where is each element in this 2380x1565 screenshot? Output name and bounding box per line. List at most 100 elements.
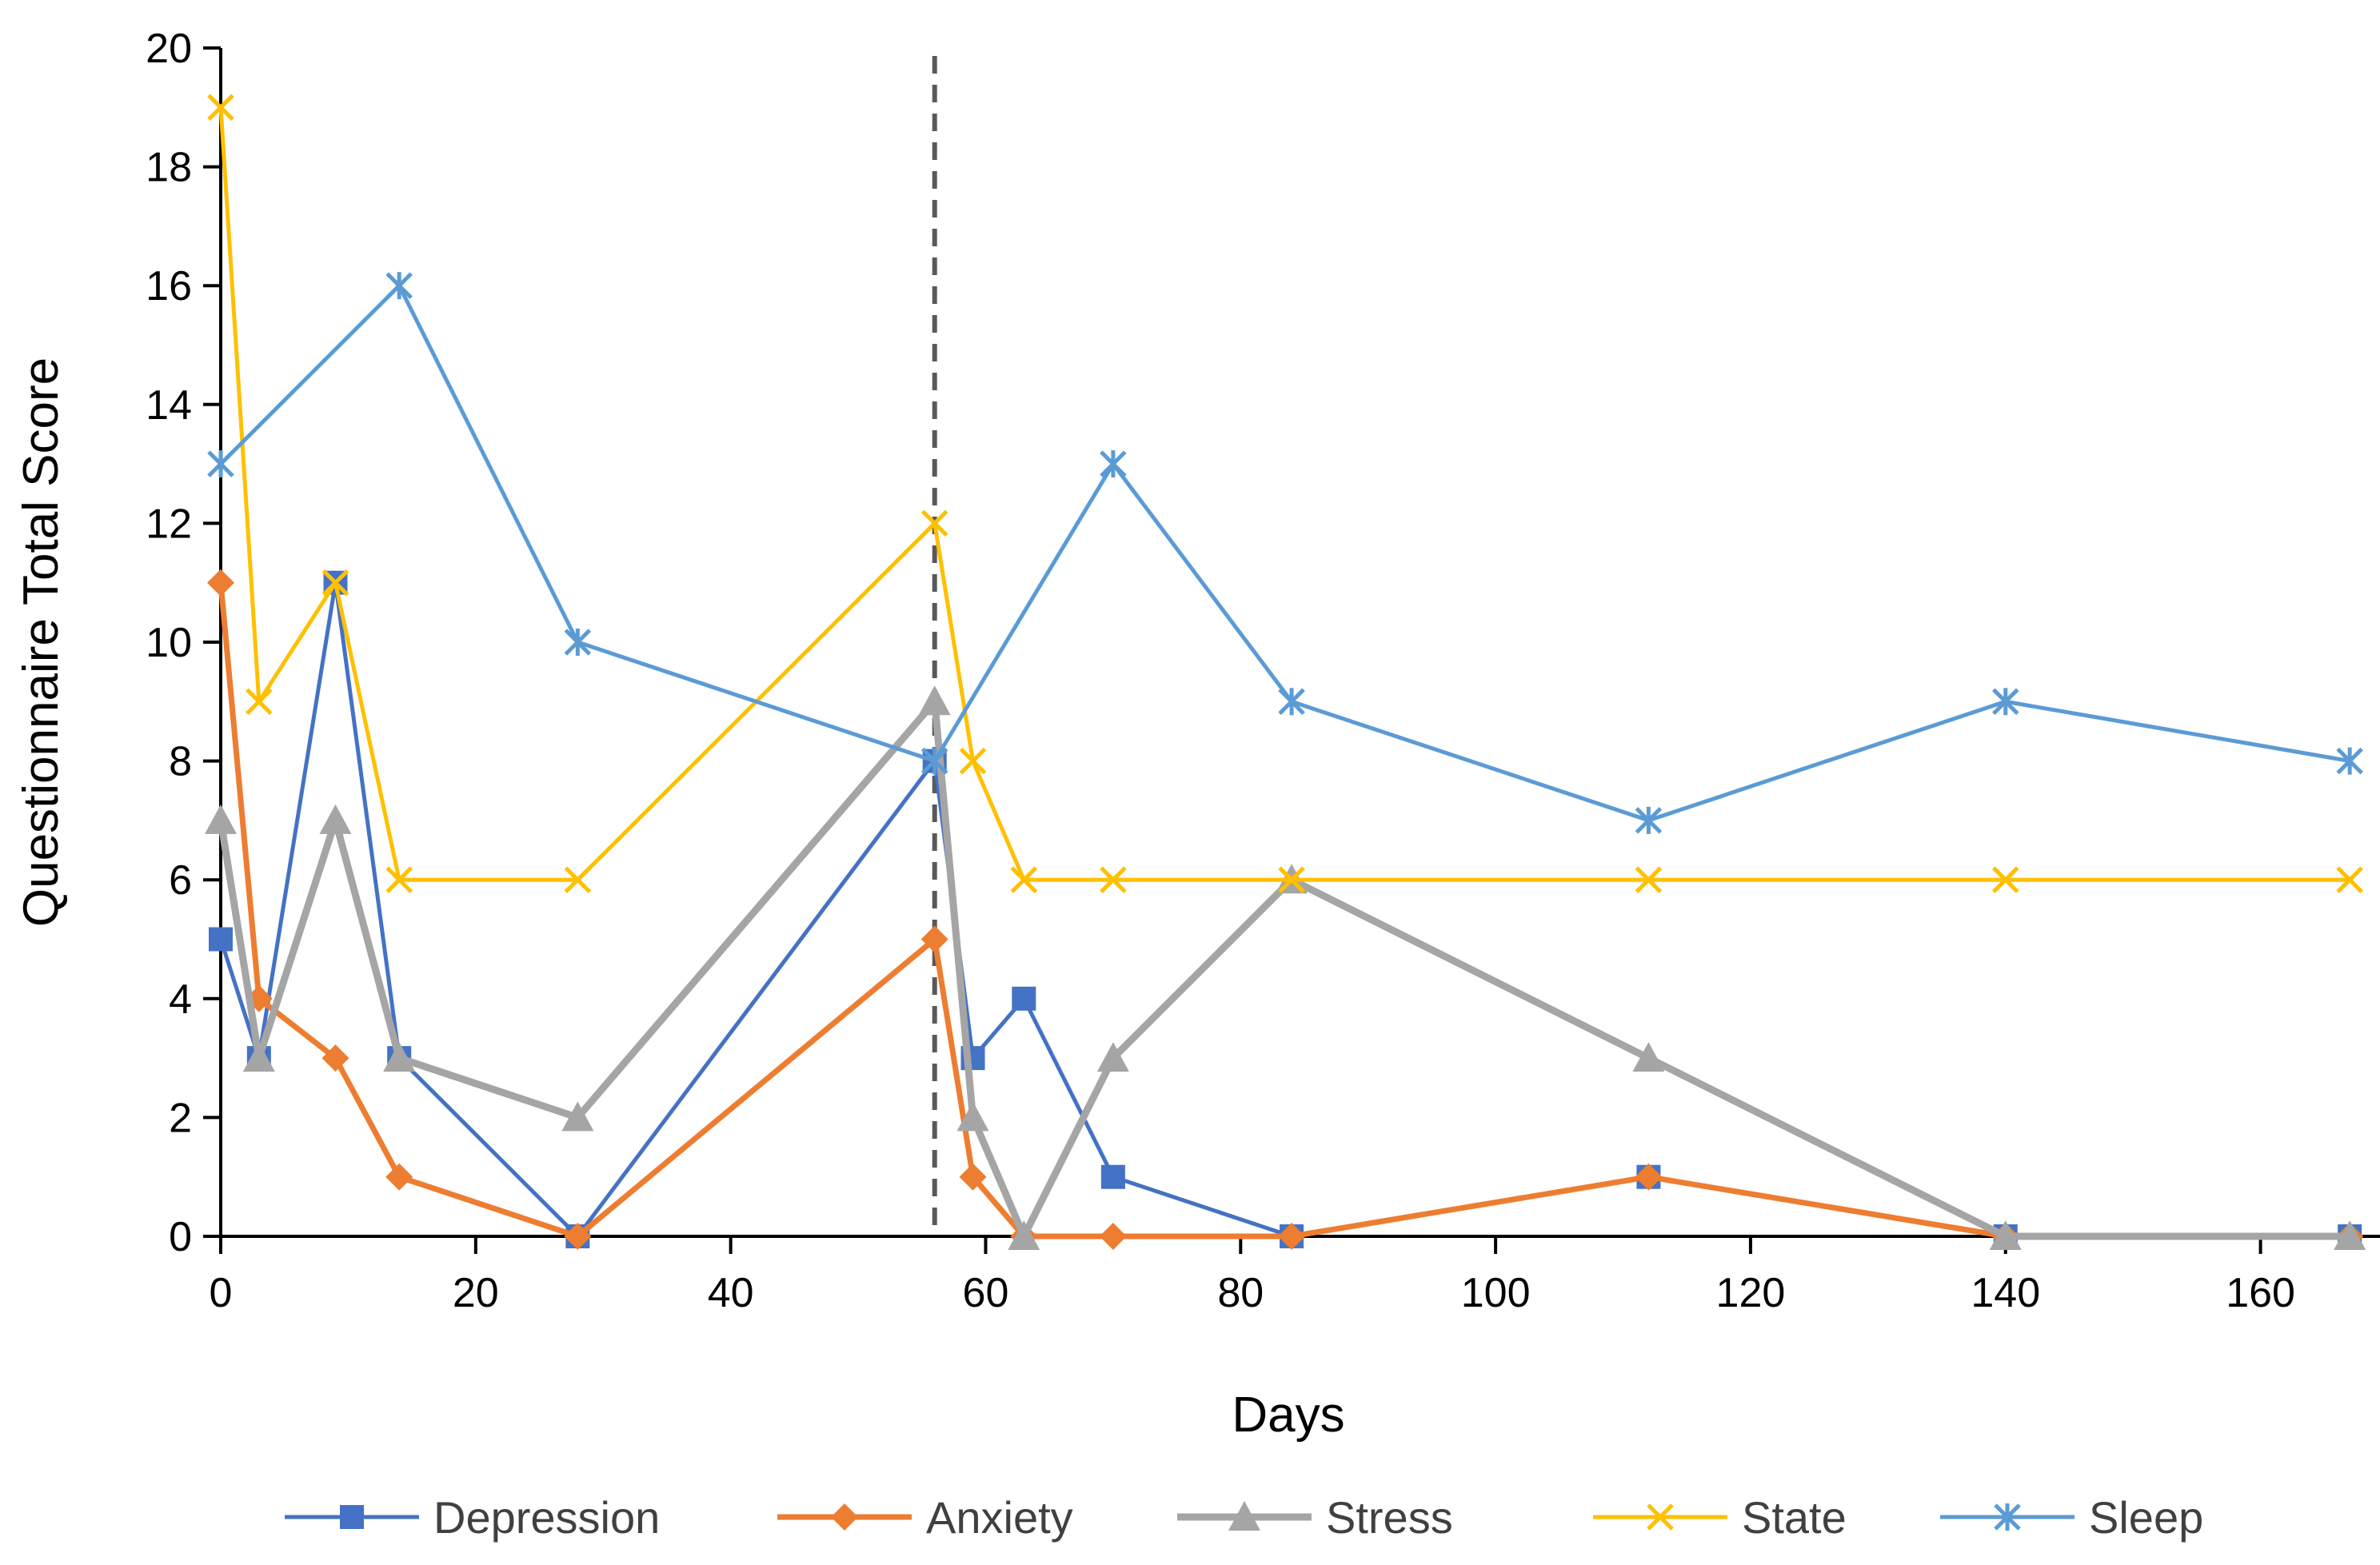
data-point-sleep (1100, 450, 1127, 478)
data-point-state (1635, 866, 1663, 893)
series-state (207, 94, 2363, 893)
legend-label: Anxiety (926, 1492, 1073, 1543)
x-tick-label: 0 (210, 1270, 233, 1316)
data-point-state (564, 866, 592, 893)
series-depression (209, 570, 2362, 1248)
data-point-anxiety (385, 1163, 413, 1191)
x-tick-label: 160 (2226, 1270, 2295, 1316)
marker-stroke (385, 866, 413, 893)
marker-stroke (1278, 866, 1305, 893)
data-point-anxiety (321, 1044, 349, 1072)
data-point-stress (205, 804, 237, 834)
y-tick-label: 0 (169, 1214, 192, 1260)
x-tick-label: 20 (453, 1270, 499, 1316)
data-point-sleep (564, 629, 592, 656)
data-point-state (385, 866, 413, 893)
data-point-state (207, 94, 234, 122)
data-point-state (1100, 866, 1127, 893)
legend-label: Sleep (2089, 1492, 2203, 1543)
data-point-stress (1989, 1220, 2022, 1250)
y-tick-label: 2 (169, 1095, 192, 1141)
legend-label: Stress (1326, 1492, 1453, 1543)
marker-stroke (207, 94, 234, 122)
data-point-state (1278, 866, 1305, 893)
marker-stroke (1635, 866, 1663, 893)
marker-stroke (564, 866, 592, 893)
y-tick-label: 18 (146, 145, 192, 191)
marker-stroke (246, 688, 273, 716)
series-anxiety (207, 569, 2364, 1250)
legend-item-depression: Depression (285, 1492, 660, 1543)
x-tick-label: 140 (1971, 1270, 2040, 1316)
x-axis-title: Days (1232, 1387, 1344, 1443)
legend: Depression Anxiety Stress State Sleep (285, 1492, 2203, 1543)
marker-stroke (1010, 866, 1038, 893)
marker-stroke (321, 569, 349, 597)
data-point-state (1991, 866, 2019, 893)
data-point-sleep (2336, 747, 2363, 775)
marker-stroke (2336, 866, 2363, 893)
legend-label: State (1742, 1492, 1847, 1543)
legend-item-stress: Stress (1177, 1492, 1453, 1543)
legend-label: Depression (433, 1492, 660, 1543)
axes: 0 2 4 6 8 10 12 14 16 18 20 0 20 40 60 80 100 120 140 160 (146, 26, 2380, 1316)
series-line-state (218, 107, 2350, 882)
data-point-anxiety (207, 569, 234, 597)
marker-stroke (920, 509, 948, 537)
data-point-stress (319, 804, 352, 834)
legend-swatch-marker (831, 1503, 858, 1531)
data-point-sleep (920, 747, 948, 775)
data-point-state (920, 509, 948, 537)
data-point-anxiety (920, 925, 948, 953)
y-tick-label: 14 (146, 382, 192, 429)
data-point-state (321, 569, 349, 597)
legend-swatch-marker (1228, 1501, 1260, 1531)
data-point-state (2336, 866, 2363, 893)
legend-swatch-marker (340, 1505, 364, 1529)
data-point-stress (1096, 1042, 1129, 1072)
data-point-stress (2334, 1220, 2366, 1250)
data-point-anxiety (564, 1223, 592, 1250)
legend-item-anxiety: Anxiety (777, 1492, 1073, 1543)
data-point-sleep (1635, 806, 1663, 834)
data-point-depression (1100, 1164, 1125, 1189)
data-point-stress (956, 1101, 989, 1132)
data-point-sleep (1278, 688, 1305, 716)
data-point-stress (918, 685, 951, 716)
data-point-sleep (385, 272, 413, 300)
x-tick-label: 120 (1716, 1270, 1786, 1316)
data-point-stress (1632, 1042, 1665, 1072)
x-tick-label: 80 (1217, 1270, 1264, 1316)
marker-stroke (1100, 866, 1127, 893)
legend-item-state: State (1593, 1492, 1847, 1543)
x-tick-label: 100 (1461, 1270, 1531, 1316)
data-point-stress (242, 1042, 275, 1072)
y-tick-label: 16 (146, 263, 192, 309)
marker-stroke (1647, 1503, 1674, 1531)
data-point-state (959, 747, 987, 775)
data-point-anxiety (959, 1163, 987, 1191)
x-tick-label: 60 (963, 1270, 1009, 1316)
data-point-anxiety (1635, 1163, 1663, 1191)
y-tick-label: 4 (169, 976, 192, 1023)
data-point-stress (383, 1042, 416, 1072)
series-line-anxiety (218, 582, 2350, 1240)
marker-stroke (1991, 866, 2019, 893)
data-point-sleep (207, 450, 234, 478)
data-point-state (246, 688, 273, 716)
y-tick-label: 20 (146, 26, 192, 72)
y-tick-label: 6 (169, 857, 192, 904)
data-point-stress (1008, 1220, 1040, 1250)
y-tick-label: 8 (169, 739, 192, 785)
legend-swatch-marker (1994, 1503, 2021, 1531)
data-point-anxiety (1278, 1223, 1306, 1250)
series-line-depression (218, 581, 2350, 1239)
series-stress (205, 685, 2366, 1250)
legend-swatch-marker (1647, 1503, 1674, 1531)
data-point-state (1010, 866, 1038, 893)
data-point-sleep (1991, 688, 2019, 716)
series-line-sleep (219, 283, 2350, 823)
y-tick-label: 12 (146, 501, 192, 547)
